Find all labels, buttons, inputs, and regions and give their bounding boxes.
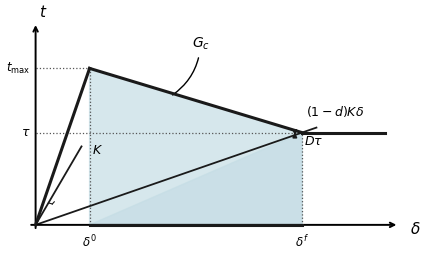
Text: $\tau$: $\tau$	[21, 126, 30, 139]
Polygon shape	[90, 68, 302, 225]
Text: $D\tau$: $D\tau$	[304, 135, 323, 148]
Text: $G_c$: $G_c$	[173, 36, 209, 95]
Text: $\delta^f$: $\delta^f$	[295, 234, 309, 250]
Text: $K$: $K$	[92, 144, 103, 157]
Polygon shape	[90, 133, 302, 225]
Text: $t_{\mathrm{max}}$: $t_{\mathrm{max}}$	[6, 61, 30, 76]
Text: $\delta$: $\delta$	[410, 221, 420, 237]
Text: $t$: $t$	[39, 4, 47, 20]
Text: $\delta^0$: $\delta^0$	[82, 234, 97, 250]
Text: $(1-d)K\delta$: $(1-d)K\delta$	[306, 104, 364, 119]
